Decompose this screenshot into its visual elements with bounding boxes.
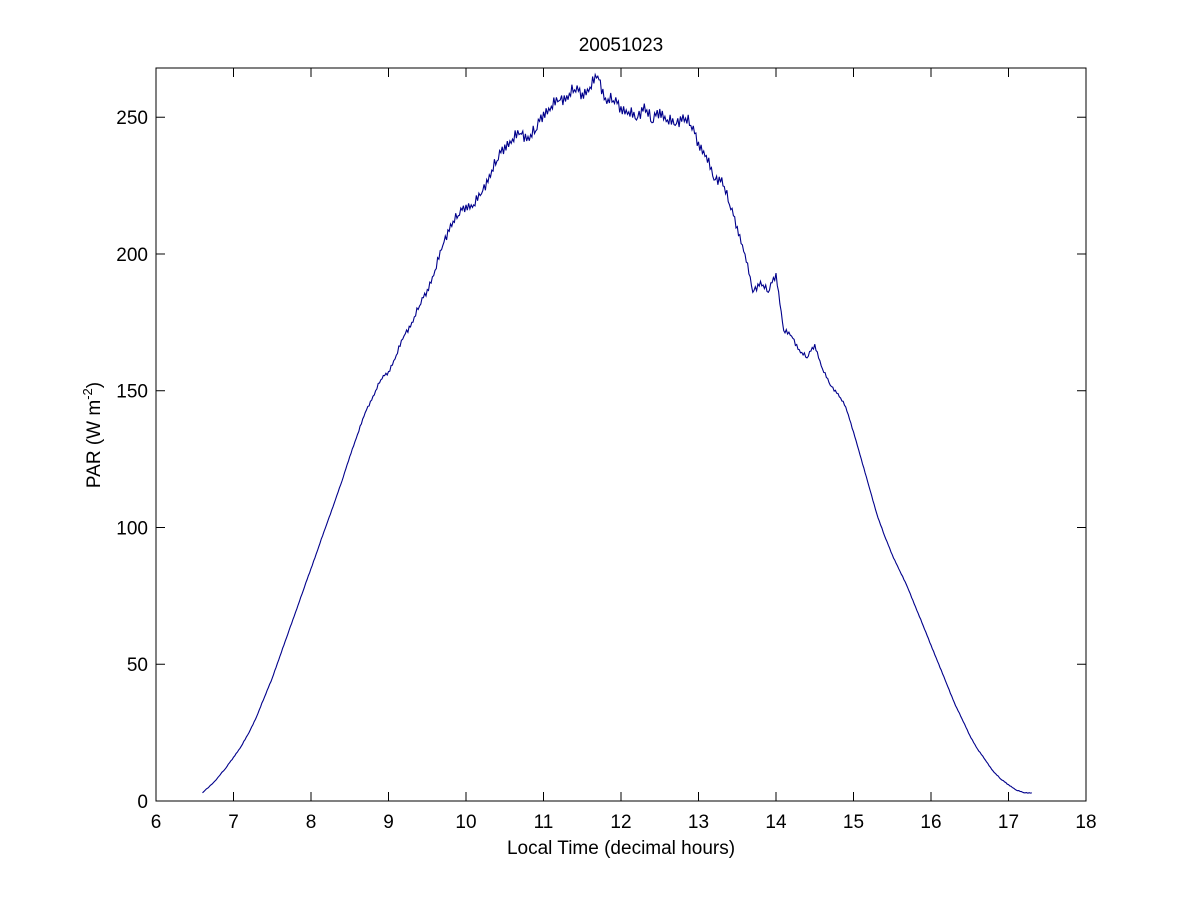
y-tick-label: 150: [116, 382, 148, 403]
y-tick-label: 200: [116, 245, 148, 266]
x-tick-label: 17: [998, 812, 1019, 833]
x-tick-label: 11: [534, 812, 554, 833]
y-axis-label-text: PAR (W m: [84, 400, 105, 488]
x-tick-label: 9: [383, 812, 394, 833]
y-tick-label: 50: [127, 655, 148, 676]
x-tick-label: 14: [765, 812, 787, 833]
axis-tick-labels: 6 7 8 9 10 11 12 13 14 15 16 17 18 0 50 100 150 200 250: [116, 108, 1096, 833]
chart-title: 20051023: [579, 35, 664, 56]
series-line: [202, 72, 1032, 794]
y-axis-label-superscript: -2: [80, 388, 95, 400]
x-axis-label: Local Time (decimal hours): [507, 838, 735, 859]
x-tick-label: 10: [455, 812, 476, 833]
x-tick-label: 6: [151, 812, 162, 833]
y-tick-label: 100: [116, 518, 148, 539]
x-tick-label: 7: [228, 812, 239, 833]
x-tick-label: 15: [843, 812, 864, 833]
y-tick-label: 250: [116, 108, 148, 129]
x-tick-label: 16: [920, 812, 941, 833]
x-tick-label: 18: [1075, 812, 1096, 833]
y-tick-label: 0: [137, 792, 148, 813]
y-axis-label: PAR (W m-2): [80, 382, 105, 488]
x-tick-label: 13: [688, 812, 709, 833]
x-tick-label: 8: [306, 812, 317, 833]
axis-ticks: [155, 68, 1087, 802]
x-tick-label: 12: [610, 812, 631, 833]
y-axis-label-suffix: ): [84, 382, 105, 388]
